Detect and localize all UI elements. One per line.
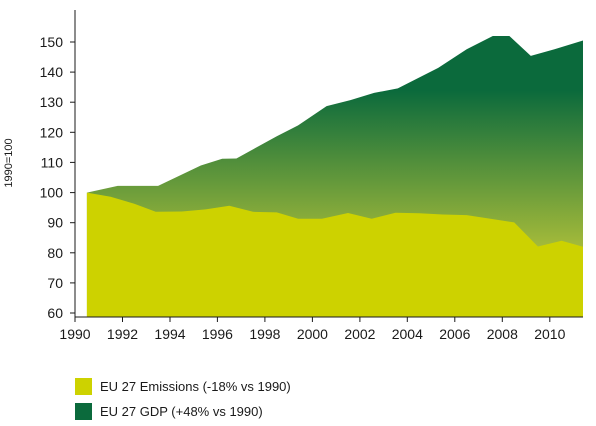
x-tick-label: 2006 bbox=[439, 326, 470, 342]
y-tick-label: 80 bbox=[47, 245, 63, 261]
legend-item-gdp: EU 27 GDP (+48% vs 1990) bbox=[75, 401, 291, 421]
y-tick-label: 140 bbox=[40, 64, 64, 80]
y-tick-label: 120 bbox=[40, 124, 64, 140]
series-area-emissions bbox=[86, 192, 584, 317]
x-tick-label: 2000 bbox=[297, 326, 328, 342]
legend-label-emissions: EU 27 Emissions (-18% vs 1990) bbox=[100, 378, 291, 394]
y-tick-label: 100 bbox=[40, 185, 64, 201]
y-tick-label: 130 bbox=[40, 94, 64, 110]
x-tick-label: 1992 bbox=[107, 326, 138, 342]
x-axis-ticks: 1990 1992 1994 1996 1998 2000 2002 2004 2006 2008… bbox=[59, 317, 566, 342]
legend-swatch-emissions bbox=[75, 377, 92, 395]
x-tick-label: 1990 bbox=[59, 326, 90, 342]
x-tick-label: 1996 bbox=[202, 326, 233, 342]
x-tick-label: 2010 bbox=[534, 326, 565, 342]
x-tick-label: 1994 bbox=[154, 326, 185, 342]
legend-swatch-gdp bbox=[75, 402, 92, 420]
y-tick-label: 150 bbox=[40, 34, 64, 50]
legend: EU 27 Emissions (-18% vs 1990) EU 27 GDP… bbox=[75, 376, 291, 426]
y-axis-ticks: 60 70 80 90 100 110 120 130 140 150 bbox=[40, 34, 75, 321]
x-tick-label: 2002 bbox=[344, 326, 375, 342]
y-tick-label: 60 bbox=[47, 305, 63, 321]
x-tick-label: 1998 bbox=[249, 326, 280, 342]
y-tick-label: 110 bbox=[41, 154, 64, 170]
x-tick-label: 2004 bbox=[392, 326, 423, 342]
y-axis-title: 1990=100 bbox=[3, 138, 15, 187]
x-tick-label: 2008 bbox=[487, 326, 518, 342]
legend-label-gdp: EU 27 GDP (+48% vs 1990) bbox=[100, 403, 263, 419]
plot-areas bbox=[86, 36, 584, 317]
y-tick-label: 90 bbox=[47, 215, 63, 231]
y-tick-label: 70 bbox=[47, 275, 63, 291]
legend-item-emissions: EU 27 Emissions (-18% vs 1990) bbox=[75, 376, 291, 396]
